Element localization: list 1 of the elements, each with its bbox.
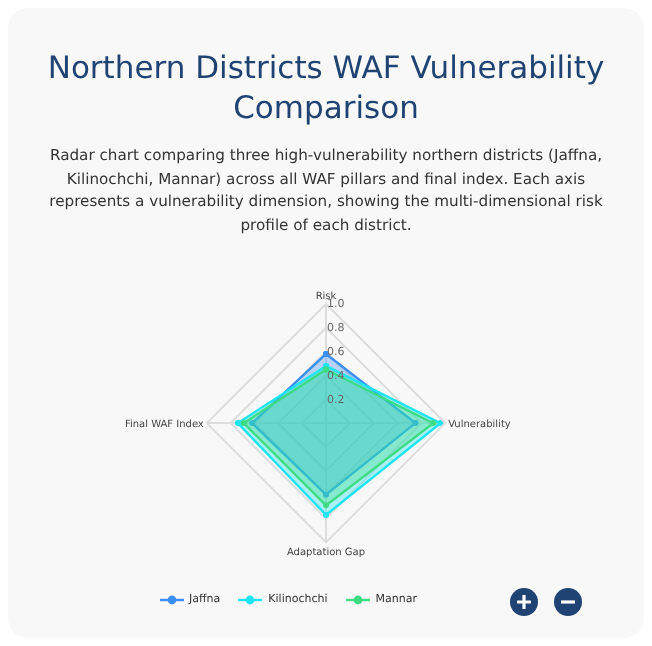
chart-title: Northern Districts WAF Vulnerability Comparison [45, 48, 607, 128]
